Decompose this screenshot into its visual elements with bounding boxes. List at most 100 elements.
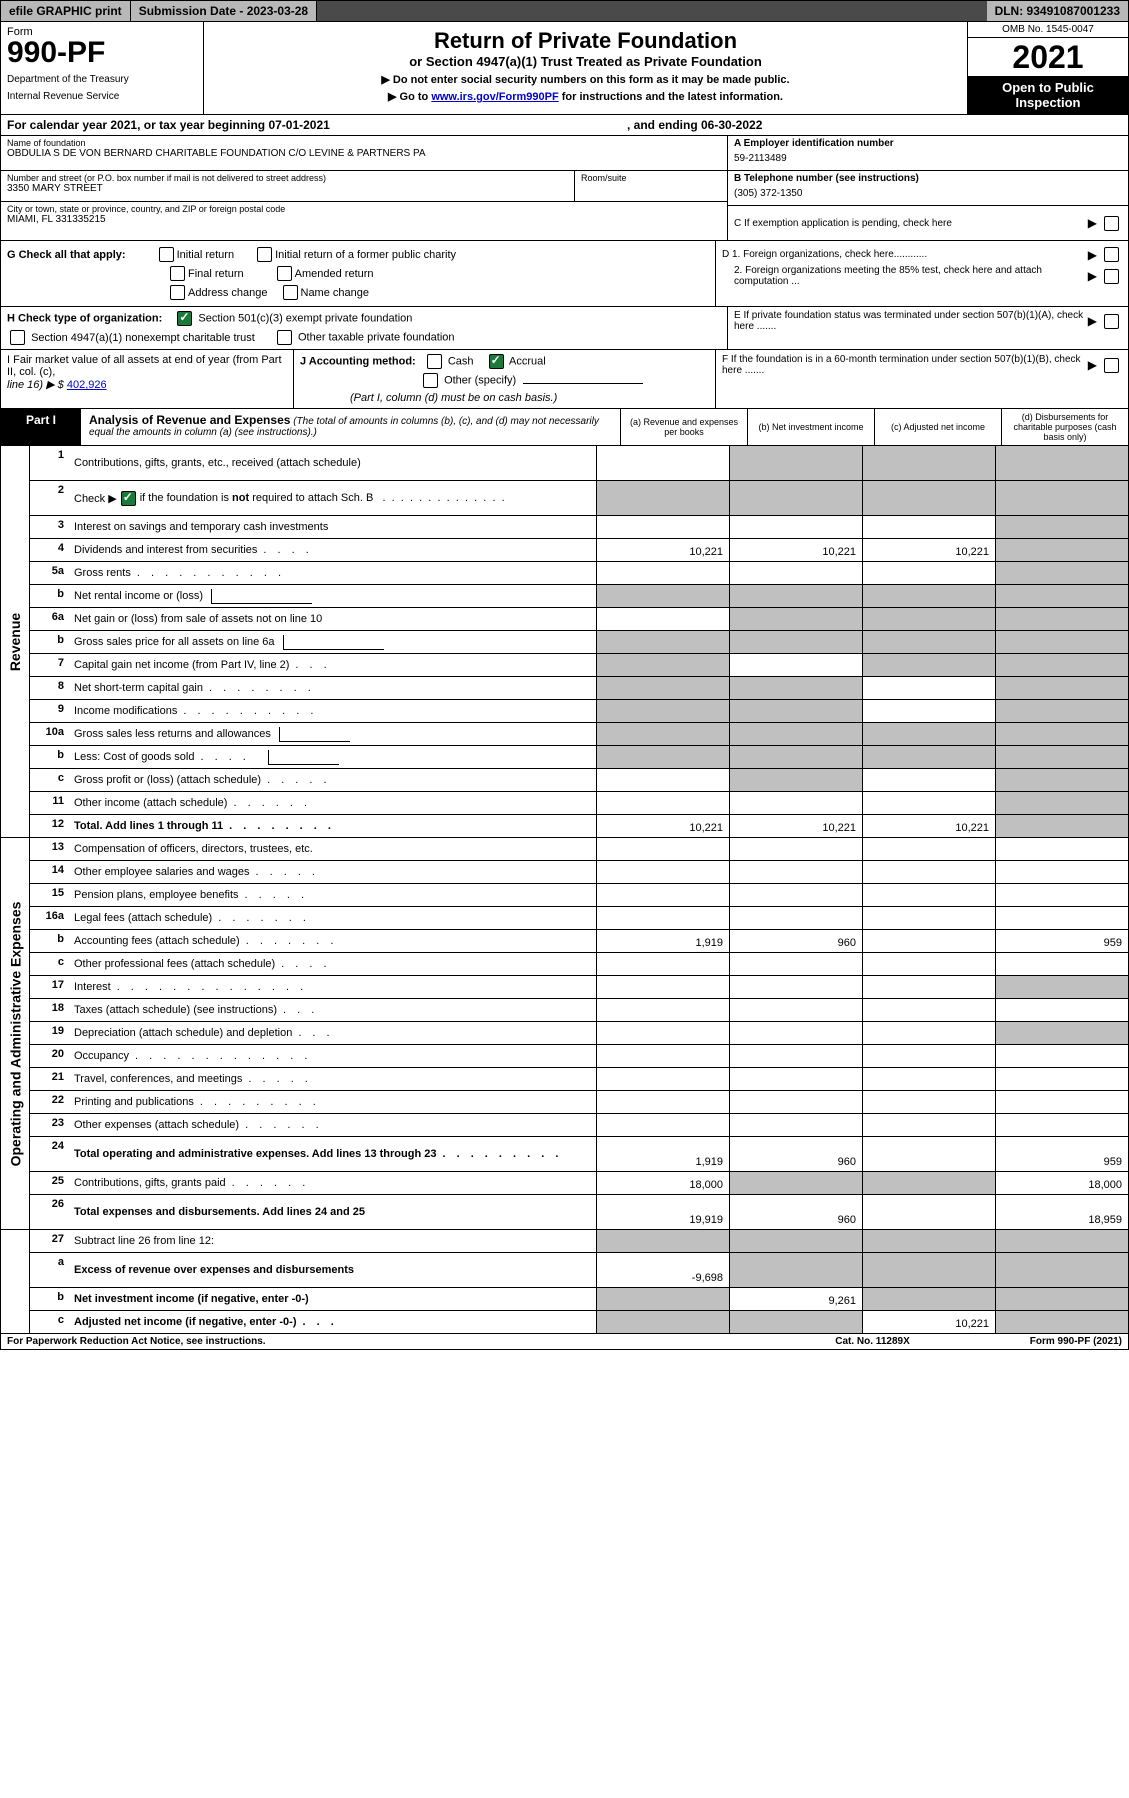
expenses-side-label: Operating and Administrative Expenses — [1, 838, 30, 1229]
col-b-header: (b) Net investment income — [747, 409, 874, 445]
form-title: Return of Private Foundation — [210, 28, 961, 54]
j-other-checkbox[interactable] — [423, 373, 438, 388]
exemption-checkbox[interactable] — [1104, 216, 1119, 231]
paperwork-notice: For Paperwork Reduction Act Notice, see … — [7, 1336, 266, 1347]
table-row: bNet investment income (if negative, ent… — [30, 1288, 1128, 1311]
section-i-j-f: I Fair market value of all assets at end… — [0, 350, 1129, 409]
exemption-label: C If exemption application is pending, c… — [734, 218, 1084, 229]
initial-return-checkbox[interactable] — [159, 247, 174, 262]
i-line-label: line 16) ▶ $ — [7, 379, 64, 391]
table-row: 8Net short-term capital gain. . . . . . … — [30, 677, 1128, 700]
phone-label: B Telephone number (see instructions) — [734, 173, 1122, 184]
arrow-icon: ▶ — [1088, 248, 1097, 262]
g-initial-public: Initial return of a former public charit… — [275, 249, 456, 261]
part-desc: Analysis of Revenue and Expenses (The to… — [81, 409, 620, 445]
expenses-label: Operating and Administrative Expenses — [7, 902, 23, 1167]
city-label: City or town, state or province, country… — [7, 204, 721, 214]
part-title: Analysis of Revenue and Expenses — [89, 413, 290, 427]
d2-checkbox[interactable] — [1104, 269, 1119, 284]
d1-label: D 1. Foreign organizations, check here..… — [722, 249, 1084, 260]
calendar-begin: For calendar year 2021, or tax year begi… — [7, 118, 627, 132]
address-change-checkbox[interactable] — [170, 285, 185, 300]
table-row: 15Pension plans, employee benefits. . . … — [30, 884, 1128, 907]
h-other-checkbox[interactable] — [277, 330, 292, 345]
table-row: 9Income modifications. . . . . . . . . . — [30, 700, 1128, 723]
h-4947: Section 4947(a)(1) nonexempt charitable … — [31, 332, 255, 344]
h-501c3-checkbox[interactable] — [177, 311, 192, 326]
revenue-side-label: Revenue — [1, 446, 30, 837]
final-return-checkbox[interactable] — [170, 266, 185, 281]
g-name-change: Name change — [301, 287, 370, 299]
street-address: 3350 MARY STREET — [7, 183, 568, 194]
i-value: 402,926 — [67, 379, 107, 391]
arrow-icon: ▶ — [1088, 358, 1097, 372]
form-meta-block: OMB No. 1545-0047 2021 Open to Public In… — [967, 22, 1128, 114]
table-row: bGross sales price for all assets on lin… — [30, 631, 1128, 654]
dept-treasury: Department of the Treasury — [7, 74, 197, 85]
part-1-header: Part I Analysis of Revenue and Expenses … — [0, 409, 1129, 446]
table-row: 21Travel, conferences, and meetings. . .… — [30, 1068, 1128, 1091]
h-4947-checkbox[interactable] — [10, 330, 25, 345]
g-final-return: Final return — [188, 268, 244, 280]
h-501c3: Section 501(c)(3) exempt private foundat… — [198, 313, 412, 325]
j-accrual: Accrual — [509, 356, 546, 368]
instructions-link-row: ▶ Go to www.irs.gov/Form990PF for instru… — [210, 90, 961, 103]
ein-value: 59-2113489 — [734, 153, 1122, 164]
j-cash-checkbox[interactable] — [427, 354, 442, 369]
address-row: Number and street (or P.O. box number if… — [1, 171, 727, 202]
i-label: I Fair market value of all assets at end… — [7, 354, 282, 378]
table-row: 22Printing and publications. . . . . . .… — [30, 1091, 1128, 1114]
g-address-change: Address change — [188, 287, 268, 299]
table-row: 4Dividends and interest from securities.… — [30, 539, 1128, 562]
part-label: Part I — [1, 409, 81, 445]
city-value: MIAMI, FL 331335215 — [7, 214, 721, 225]
table-row: aExcess of revenue over expenses and dis… — [30, 1253, 1128, 1288]
table-row: 3Interest on savings and temporary cash … — [30, 516, 1128, 539]
section-j: J Accounting method: Cash Accrual Other … — [294, 350, 715, 408]
topbar-spacer — [317, 1, 986, 21]
revenue-table: Revenue 1Contributions, gifts, grants, e… — [0, 446, 1129, 838]
entity-block: Name of foundation OBDULIA S DE VON BERN… — [0, 136, 1129, 241]
cat-no: Cat. No. 11289X — [835, 1336, 909, 1347]
expenses-table: Operating and Administrative Expenses 13… — [0, 838, 1129, 1230]
efile-print-button[interactable]: efile GRAPHIC print — [1, 1, 131, 21]
addr-label: Number and street (or P.O. box number if… — [7, 173, 568, 183]
col-a-header: (a) Revenue and expenses per books — [620, 409, 747, 445]
room-label: Room/suite — [581, 173, 721, 183]
table-row: cOther professional fees (attach schedul… — [30, 953, 1128, 976]
j-accrual-checkbox[interactable] — [489, 354, 504, 369]
table-row: 25Contributions, gifts, grants paid. . .… — [30, 1172, 1128, 1195]
table-row: 7Capital gain net income (from Part IV, … — [30, 654, 1128, 677]
table-row: 24Total operating and administrative exp… — [30, 1137, 1128, 1172]
form-number: 990-PF — [7, 38, 197, 68]
instructions-link[interactable]: www.irs.gov/Form990PF — [431, 91, 558, 103]
d1-checkbox[interactable] — [1104, 247, 1119, 262]
sch-b-checkbox[interactable] — [121, 491, 136, 506]
amended-return-checkbox[interactable] — [277, 266, 292, 281]
table-row: 23Other expenses (attach schedule). . . … — [30, 1114, 1128, 1137]
table-row: 16aLegal fees (attach schedule). . . . .… — [30, 907, 1128, 930]
g-label: G Check all that apply: — [7, 249, 126, 261]
initial-public-checkbox[interactable] — [257, 247, 272, 262]
empty-side — [1, 1230, 30, 1333]
line-27-block: 27Subtract line 26 from line 12: aExcess… — [0, 1230, 1129, 1334]
table-row: 2Check ▶ if the foundation is not requir… — [30, 481, 1128, 516]
f-label: F If the foundation is in a 60-month ter… — [722, 354, 1084, 376]
e-checkbox[interactable] — [1104, 314, 1119, 329]
section-d: D 1. Foreign organizations, check here..… — [715, 241, 1128, 306]
irs-label: Internal Revenue Service — [7, 91, 197, 102]
dln: DLN: 93491087001233 — [987, 1, 1128, 21]
table-row: 19Depreciation (attach schedule) and dep… — [30, 1022, 1128, 1045]
f-checkbox[interactable] — [1104, 358, 1119, 373]
open-to-public: Open to Public Inspection — [968, 76, 1128, 114]
arrow-icon: ▶ — [1088, 314, 1097, 328]
e-label: E If private foundation status was termi… — [734, 310, 1084, 332]
foundation-name-cell: Name of foundation OBDULIA S DE VON BERN… — [1, 136, 727, 171]
submission-date: Submission Date - 2023-03-28 — [131, 1, 317, 21]
j-cash: Cash — [448, 356, 474, 368]
j-note: (Part I, column (d) must be on cash basi… — [350, 392, 557, 404]
name-change-checkbox[interactable] — [283, 285, 298, 300]
h-label: H Check type of organization: — [7, 313, 162, 325]
table-row: 11Other income (attach schedule). . . . … — [30, 792, 1128, 815]
d2-label: 2. Foreign organizations meeting the 85%… — [722, 265, 1084, 287]
